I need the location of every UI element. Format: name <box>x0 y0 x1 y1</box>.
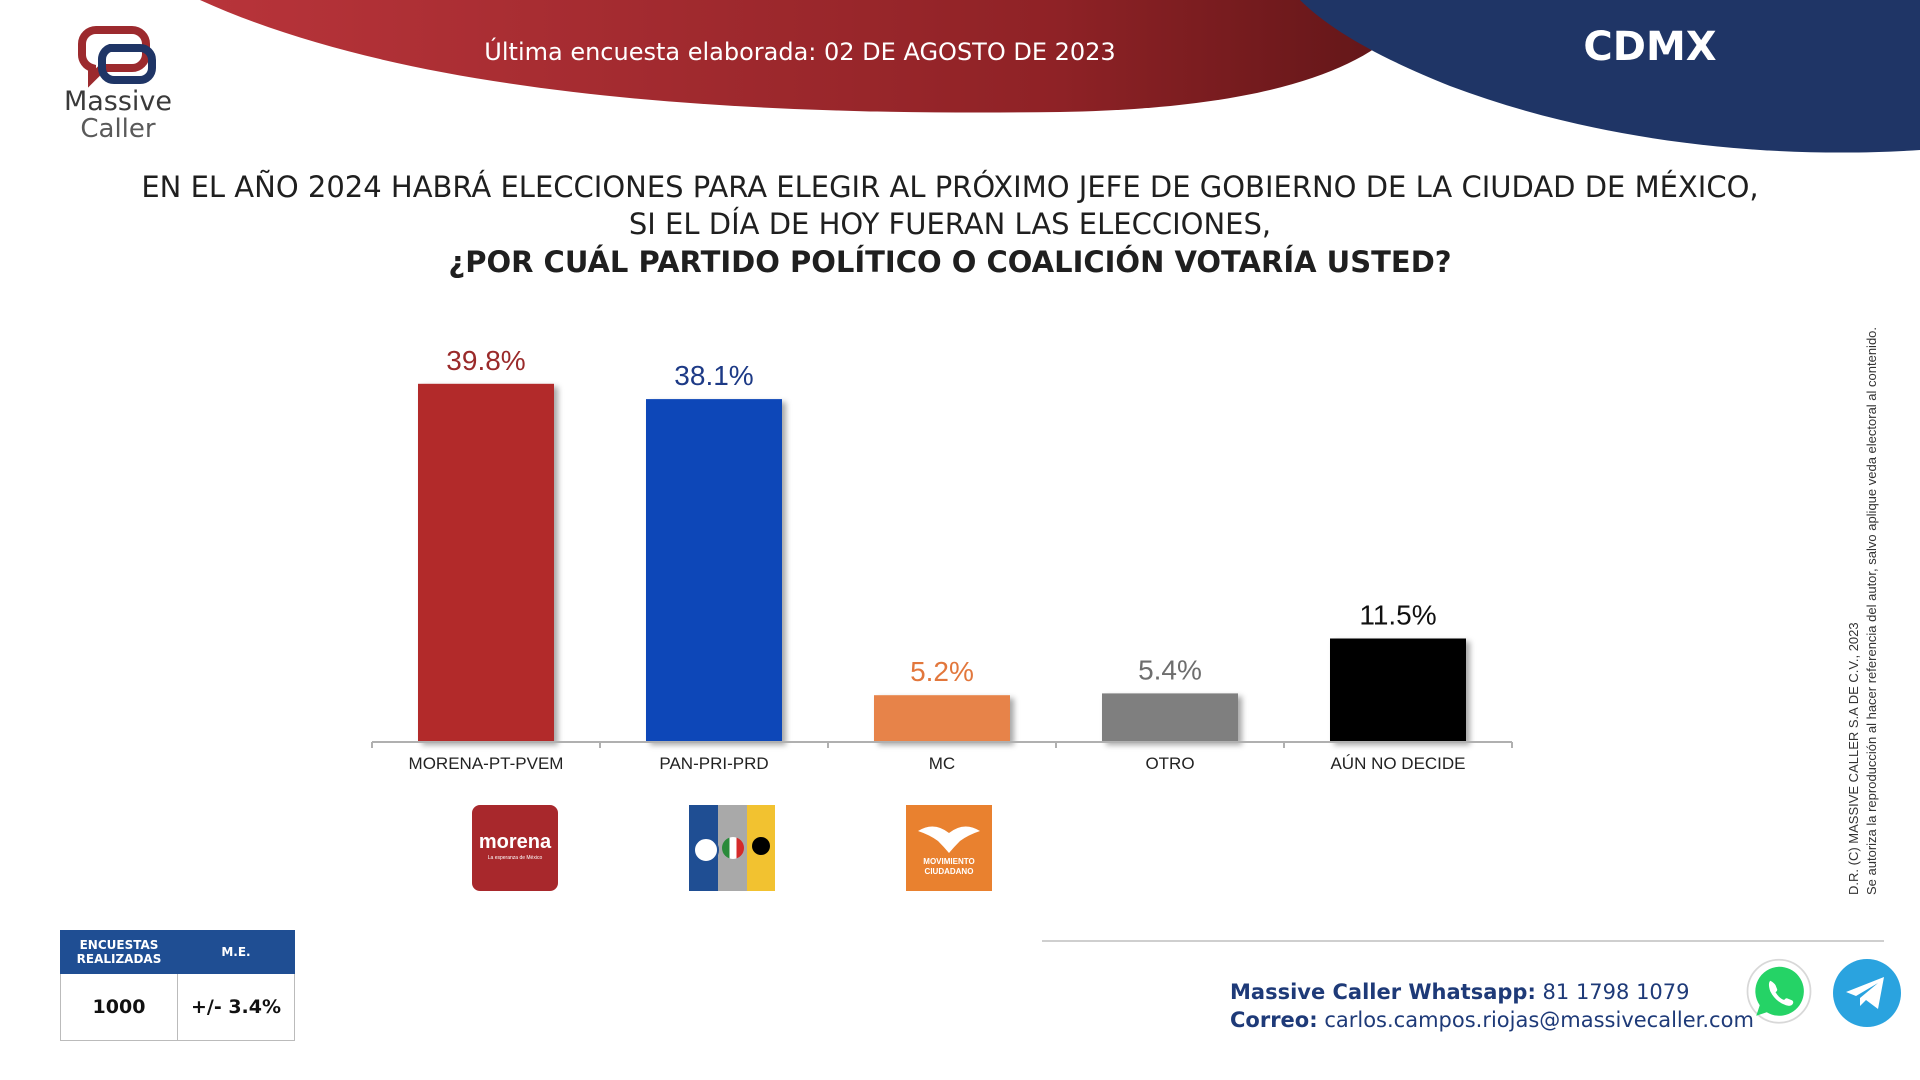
category-label-3: OTRO <box>1145 754 1194 773</box>
logo-text-caller: Caller <box>80 114 156 144</box>
value-label-3: 5.4% <box>1138 654 1202 685</box>
pri-emblem-icon <box>722 837 744 859</box>
stats-value-error: +/- 3.4% <box>177 973 295 1041</box>
stats-header-surveys: ENCUESTAS REALIZADAS <box>60 930 178 974</box>
morena-logo: morena La esperanza de México <box>472 805 558 891</box>
whatsapp-icon[interactable] <box>1744 958 1814 1028</box>
category-label-2: MC <box>929 754 955 773</box>
morena-logo-text: morena <box>478 831 552 853</box>
mc-logo-text-1: MOVIMIENTO <box>923 857 975 866</box>
category-label-1: PAN-PRI-PRD <box>659 754 768 773</box>
copyright-line-2: Se autoriza la reproducción al hacer ref… <box>1864 326 1879 895</box>
value-label-0: 39.8% <box>446 345 525 376</box>
bar-0 <box>418 383 554 742</box>
prd-emblem-icon <box>752 837 770 855</box>
question-line-2: SI EL DÍA DE HOY FUERAN LAS ELECCIONES, <box>628 207 1272 241</box>
bar-chart: 39.8% MORENA-PT-PVEM 38.1% PAN-PRI-PRD 5.2% M… <box>371 345 1513 773</box>
email-contact: Correo: carlos.campos.riojas@massivecall… <box>1230 1008 1754 1032</box>
email-address: carlos.campos.riojas@massivecaller.com <box>1324 1008 1754 1032</box>
whatsapp-label: Massive Caller Whatsapp: <box>1230 980 1536 1004</box>
stats-table: ENCUESTAS REALIZADAS M.E. 1000 +/- 3.4% <box>60 930 295 1041</box>
massive-caller-logo-icon <box>78 26 156 88</box>
pan-pri-prd-logo <box>689 805 775 891</box>
morena-logo-subtext: La esperanza de México <box>487 855 543 861</box>
question-line-1: EN EL AÑO 2024 HABRÁ ELECCIONES PARA ELE… <box>141 170 1759 204</box>
bar-2 <box>874 695 1010 742</box>
whatsapp-contact: Massive Caller Whatsapp: 81 1798 1079 <box>1230 980 1690 1004</box>
bar-3 <box>1102 693 1238 742</box>
logo-text-massive: Massive <box>63 86 173 117</box>
survey-date: Última encuesta elaborada: 02 DE AGOSTO … <box>484 38 1116 66</box>
email-label: Correo: <box>1230 1008 1318 1032</box>
question-line-3: ¿POR CUÁL PARTIDO POLÍTICO O COALICIÓN V… <box>448 245 1452 279</box>
bar-4 <box>1330 638 1466 742</box>
header-blue-wave <box>1300 0 1920 153</box>
stats-header-error: M.E. <box>177 930 295 974</box>
category-label-0: MORENA-PT-PVEM <box>409 754 564 773</box>
header-red-wave <box>200 0 1420 113</box>
mc-logo-text-2: CIUDADANO <box>924 867 974 876</box>
copyright-notice: D.R. (C) MASSIVE CALLER S.A DE C.V., 202… <box>1845 327 1881 895</box>
telegram-icon[interactable] <box>1832 958 1902 1028</box>
value-label-4: 11.5% <box>1359 600 1436 631</box>
mc-logo: MOVIMIENTO CIUDADANO <box>906 805 992 891</box>
eagle-icon <box>918 826 980 853</box>
bar-1 <box>646 399 782 742</box>
stats-value-surveys: 1000 <box>60 973 178 1041</box>
value-label-1: 38.1% <box>674 360 753 391</box>
footer-divider <box>1042 940 1884 942</box>
value-label-2: 5.2% <box>910 656 974 687</box>
region-title: CDMX <box>1583 24 1717 70</box>
pan-emblem-icon <box>693 837 719 863</box>
category-label-4: AÚN NO DECIDE <box>1330 754 1465 773</box>
whatsapp-number: 81 1798 1079 <box>1542 980 1690 1004</box>
copyright-line-1: D.R. (C) MASSIVE CALLER S.A DE C.V., 202… <box>1846 622 1861 895</box>
